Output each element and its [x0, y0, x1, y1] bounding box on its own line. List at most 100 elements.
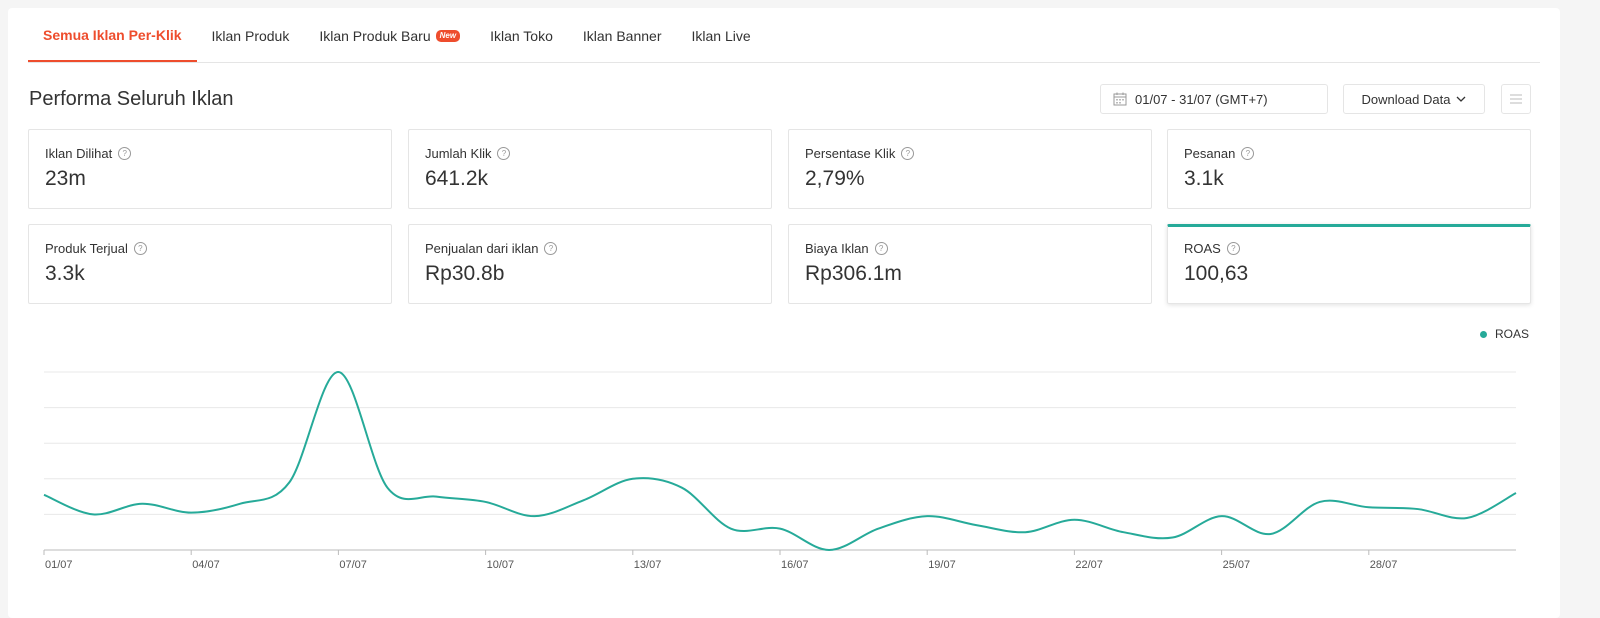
metric-persentase-klik[interactable]: Persentase Klik? 2,79% [788, 129, 1152, 209]
x-tick-label: 10/07 [487, 559, 515, 571]
data-point-29/07[interactable] [1414, 505, 1422, 513]
help-icon[interactable]: ? [118, 147, 132, 160]
data-point-11/07[interactable] [531, 512, 539, 520]
help-icon[interactable]: ? [1226, 242, 1240, 255]
x-tick-label: 25/07 [1223, 559, 1251, 571]
data-point-13/07[interactable] [629, 475, 637, 483]
data-point-02/07[interactable] [89, 510, 97, 518]
chevron-down-icon [1456, 96, 1466, 102]
metric-label: Iklan Dilihat [45, 146, 113, 161]
data-point-21/07[interactable] [1021, 528, 1029, 536]
tab-iklan-toko[interactable]: Iklan Toko [475, 10, 568, 62]
data-point-10/07[interactable] [482, 498, 490, 506]
metric-roas[interactable]: ROAS? 100,63 [1167, 224, 1531, 304]
metric-value: 2,79% [805, 167, 865, 190]
metric-label: Pesanan [1184, 146, 1236, 161]
metric-value: 641.2k [425, 167, 489, 190]
legend-marker [1480, 330, 1487, 338]
data-point-30/07[interactable] [1463, 514, 1471, 522]
calendar-icon [1113, 92, 1127, 106]
data-point-31/07[interactable] [1512, 489, 1520, 497]
help-icon[interactable]: ? [133, 242, 147, 255]
download-label: Download Data [1361, 91, 1451, 107]
ad-type-tabs: Semua Iklan Per-Klik Iklan Produk Iklan … [28, 8, 1540, 63]
metric-label: Biaya Iklan [805, 241, 869, 256]
menu-icon [1510, 94, 1522, 104]
tab-iklan-produk-baru[interactable]: Iklan Produk Baru New [304, 10, 475, 62]
data-point-01/07[interactable] [40, 491, 48, 499]
x-tick-label: 01/07 [45, 559, 73, 571]
metric-value: 3.3k [45, 262, 85, 285]
data-point-06/07[interactable] [285, 478, 293, 486]
page-title: Performa Seluruh Iklan [29, 88, 234, 110]
roas-series-line[interactable] [43, 370, 1517, 552]
data-point-05/07[interactable] [236, 500, 244, 508]
metric-jumlah-klik[interactable]: Jumlah Klik? 641.2k [408, 129, 772, 209]
chart-legend[interactable]: ROAS [1480, 327, 1529, 341]
data-point-04/07[interactable] [187, 509, 195, 517]
data-point-23/07[interactable] [1119, 528, 1127, 536]
metric-value: 100,63 [1184, 262, 1249, 285]
help-icon[interactable]: ? [1241, 147, 1255, 160]
metric-label: Jumlah Klik [425, 146, 492, 161]
date-range-picker[interactable]: 01/07 - 31/07 (GMT+7) [1100, 84, 1328, 114]
help-icon[interactable]: ? [497, 147, 511, 160]
data-point-26/07[interactable] [1267, 530, 1275, 538]
tab-iklan-banner[interactable]: Iklan Banner [568, 10, 677, 62]
tab-semua-iklan[interactable]: Semua Iklan Per-Klik [28, 10, 197, 62]
x-tick-label: 04/07 [192, 559, 220, 571]
metric-value: 3.1k [1184, 167, 1224, 190]
tab-label: Semua Iklan Per-Klik [43, 27, 182, 43]
data-point-25/07[interactable] [1218, 512, 1226, 520]
data-point-28/07[interactable] [1365, 503, 1373, 511]
metric-produk-terjual[interactable]: Produk Terjual? 3.3k [28, 224, 392, 304]
x-tick-label: 19/07 [928, 559, 956, 571]
metric-value: 23m [45, 167, 86, 190]
tab-label: Iklan Produk [211, 28, 290, 44]
data-point-18/07[interactable] [874, 525, 882, 533]
data-point-15/07[interactable] [727, 525, 735, 533]
roas-line-chart: 01/07 04/07 07/07 10/07 13/07 16/07 19/07 22/07… [40, 368, 1520, 571]
tab-label: Iklan Toko [490, 28, 553, 44]
data-point-22/07[interactable] [1070, 516, 1078, 524]
data-point-16/07[interactable] [776, 525, 784, 533]
download-data-button[interactable]: Download Data [1343, 84, 1485, 114]
data-point-24/07[interactable] [1169, 534, 1177, 542]
performance-card: Semua Iklan Per-Klik Iklan Produk Iklan … [8, 8, 1560, 618]
help-icon[interactable]: ? [874, 242, 888, 255]
metric-value: Rp306.1m [805, 262, 902, 285]
data-point-03/07[interactable] [138, 500, 146, 508]
data-point-12/07[interactable] [580, 496, 588, 504]
metric-penjualan-dari-iklan[interactable]: Penjualan dari iklan? Rp30.8b [408, 224, 772, 304]
metric-biaya-iklan[interactable]: Biaya Iklan? Rp306.1m [788, 224, 1152, 304]
x-tick-label: 07/07 [339, 559, 367, 571]
metric-label: Persentase Klik [805, 146, 896, 161]
x-tick-label: 13/07 [634, 559, 662, 571]
legend-label: ROAS [1495, 327, 1530, 341]
data-point-19/07[interactable] [923, 512, 931, 520]
data-point-09/07[interactable] [433, 493, 441, 501]
tab-iklan-produk[interactable]: Iklan Produk [197, 10, 305, 62]
data-point-08/07[interactable] [383, 484, 391, 492]
date-range-text: 01/07 - 31/07 (GMT+7) [1135, 91, 1268, 107]
x-tick-label: 16/07 [781, 559, 809, 571]
tab-iklan-live[interactable]: Iklan Live [676, 10, 765, 62]
x-tick-label: 22/07 [1075, 559, 1103, 571]
metric-pesanan[interactable]: Pesanan? 3.1k [1167, 129, 1531, 209]
tab-label: Iklan Banner [582, 28, 662, 44]
help-icon[interactable]: ? [544, 242, 558, 255]
metric-value: Rp30.8b [425, 262, 505, 285]
tab-label: Iklan Live [691, 28, 751, 44]
data-point-17/07[interactable] [825, 546, 833, 554]
metric-iklan-dilihat[interactable]: Iklan Dilihat? 23m [28, 129, 392, 209]
metric-label: ROAS [1184, 241, 1221, 256]
data-point-14/07[interactable] [678, 484, 686, 492]
chart-menu-button[interactable] [1501, 84, 1531, 114]
metric-label: Penjualan dari iklan [425, 241, 539, 256]
data-point-07/07[interactable] [334, 368, 342, 376]
help-icon[interactable]: ? [901, 147, 915, 160]
x-tick-label: 28/07 [1370, 559, 1398, 571]
data-point-20/07[interactable] [972, 521, 980, 529]
data-point-27/07[interactable] [1316, 498, 1324, 506]
metric-label: Produk Terjual [45, 241, 128, 256]
